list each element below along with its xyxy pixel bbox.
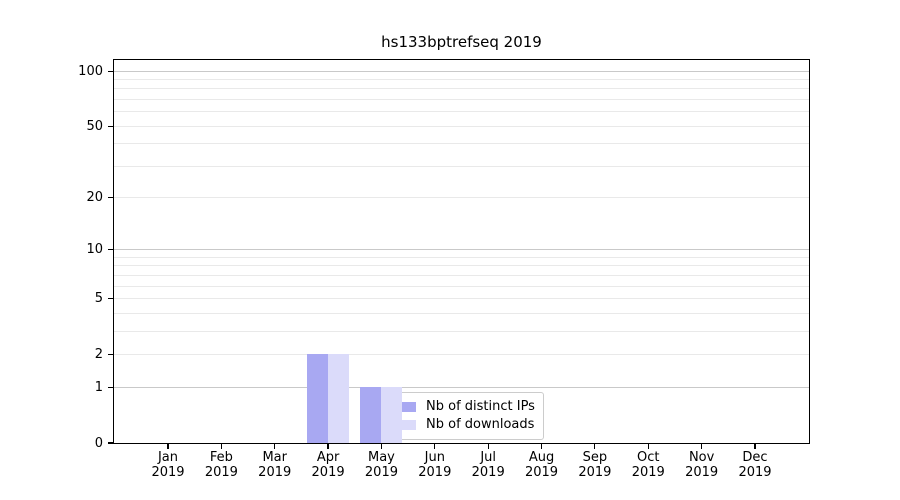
y-tick-label: 10 (86, 242, 103, 258)
gridline-minor (114, 79, 809, 81)
gridline-minor (114, 111, 809, 113)
x-tick-mark (754, 444, 756, 449)
gridline-major (114, 249, 809, 251)
gridline-minor (114, 88, 809, 90)
y-tick-mark (108, 249, 113, 251)
x-tick-label: Nov 2019 (685, 450, 719, 480)
chart-title: hs133bptrefseq 2019 (381, 33, 542, 51)
gridline-minor (114, 330, 809, 332)
gridline-minor (114, 165, 809, 167)
x-tick-mark (594, 444, 596, 449)
legend-item-downloads: Nb of downloads (388, 416, 535, 434)
y-tick-label: 0 (94, 435, 103, 451)
x-tick-label: Apr 2019 (311, 450, 345, 480)
y-tick-mark (108, 197, 113, 199)
x-tick-label: May 2019 (364, 450, 398, 480)
gridline-minor (114, 197, 809, 199)
x-tick-label: Jun 2019 (418, 450, 452, 480)
y-tick-label: 1 (94, 379, 103, 395)
y-tick-label: 5 (94, 291, 103, 307)
gridline-minor (114, 312, 809, 314)
x-tick-label: Mar 2019 (258, 450, 292, 480)
gridline-major (114, 70, 809, 72)
x-tick-label: Sep 2019 (578, 450, 612, 480)
x-tick-mark (380, 444, 383, 449)
x-tick-mark (647, 444, 649, 449)
gridline-minor (114, 256, 809, 258)
y-tick-mark (108, 353, 113, 356)
x-tick-mark (274, 444, 276, 449)
legend-label-downloads: Nb of downloads (426, 417, 535, 432)
x-tick-mark (167, 444, 169, 449)
legend-item-distinct-ips: Nb of distinct IPs (388, 398, 535, 416)
gridline-minor (114, 274, 809, 276)
x-tick-label: Aug 2019 (524, 450, 559, 480)
y-tick-label: 2 (94, 346, 103, 362)
bar-distinct-ips-apr (307, 354, 329, 443)
bar-downloads-may (381, 387, 403, 443)
x-tick-mark (487, 444, 489, 449)
gridline-minor (114, 125, 809, 127)
x-tick-mark (220, 444, 222, 449)
bar-downloads-apr (328, 354, 350, 443)
y-tick-mark (108, 70, 113, 72)
x-tick-label: Jan 2019 (151, 450, 185, 480)
x-tick-mark (701, 444, 703, 449)
gridline-minor (114, 99, 809, 101)
gridline-minor (114, 265, 809, 267)
y-tick-mark (108, 298, 113, 300)
gridline-major (114, 386, 809, 388)
x-tick-label: Feb 2019 (204, 450, 238, 480)
gridline-minor (114, 143, 809, 145)
x-tick-mark (434, 444, 436, 449)
x-tick-label: Oct 2019 (631, 450, 665, 480)
y-tick-mark (108, 386, 113, 388)
x-tick-mark (540, 444, 543, 449)
x-tick-label: Dec 2019 (738, 450, 772, 480)
plot-area: Nb of distinct IPs Nb of downloads (113, 59, 810, 444)
y-tick-label: 100 (78, 63, 103, 79)
y-tick-label: 50 (86, 118, 103, 134)
y-tick-label: 20 (86, 190, 103, 206)
legend: Nb of distinct IPs Nb of downloads (382, 392, 544, 440)
gridline-minor (114, 298, 809, 300)
bar-distinct-ips-may (360, 387, 382, 443)
x-tick-mark (327, 444, 329, 449)
gridline-minor (114, 353, 809, 355)
legend-label-distinct-ips: Nb of distinct IPs (426, 399, 535, 414)
y-tick-mark (108, 442, 113, 444)
gridline-minor (114, 285, 809, 287)
y-tick-mark (108, 125, 113, 127)
x-tick-label: Jul 2019 (471, 450, 505, 480)
